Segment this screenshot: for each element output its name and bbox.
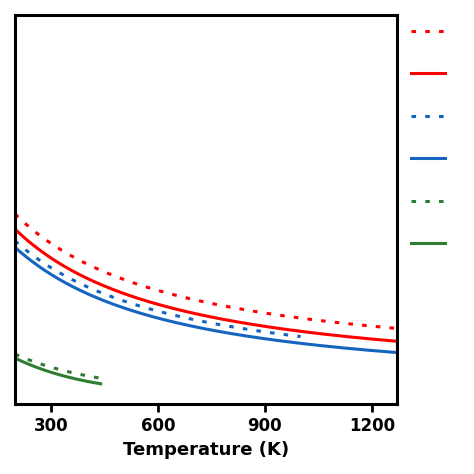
- Legend: , , , , , : , , , , ,: [408, 22, 459, 254]
- X-axis label: Temperature (K): Temperature (K): [123, 441, 289, 459]
